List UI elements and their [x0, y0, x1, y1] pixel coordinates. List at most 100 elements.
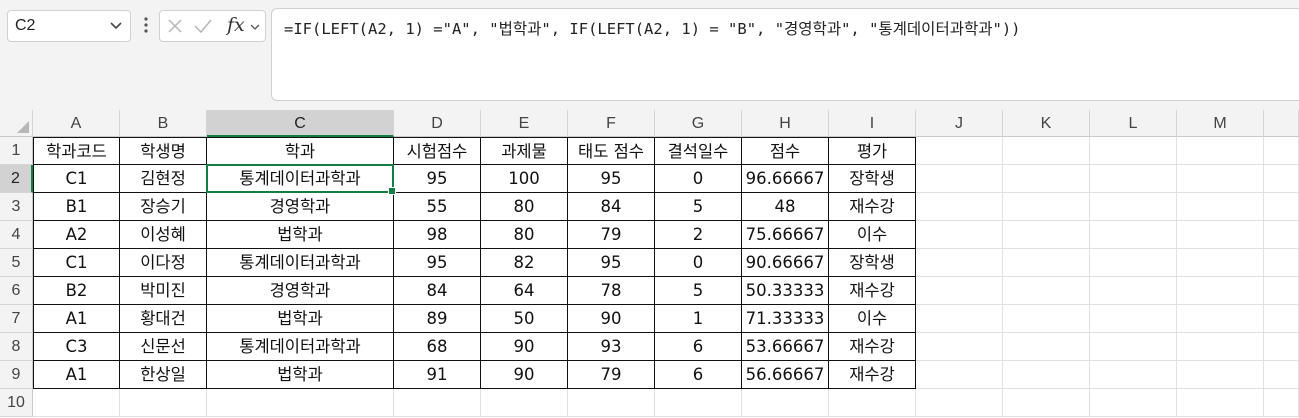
formula-input[interactable]: =IF(LEFT(A2, 1) ="A", "법학과", IF(LEFT(A2,…	[271, 8, 1299, 101]
column-header-F[interactable]: F	[568, 110, 655, 137]
cell-L8[interactable]	[1090, 333, 1177, 361]
table-header-cell[interactable]: 학과	[207, 137, 394, 165]
cell-F3[interactable]: 84	[568, 193, 655, 221]
cell-E6[interactable]: 64	[481, 277, 568, 305]
cell-A7[interactable]: A1	[33, 305, 120, 333]
cell-D6[interactable]: 84	[394, 277, 481, 305]
cell-E7[interactable]: 50	[481, 305, 568, 333]
cell-I2[interactable]: 장학생	[829, 165, 916, 193]
cell-I5[interactable]: 장학생	[829, 249, 916, 277]
cell-L3[interactable]	[1090, 193, 1177, 221]
column-header-D[interactable]: D	[394, 110, 481, 137]
cell-A2[interactable]: C1	[33, 165, 120, 193]
cell-G5[interactable]: 0	[655, 249, 742, 277]
cell-I9[interactable]: 재수강	[829, 361, 916, 389]
cell-J1[interactable]	[916, 137, 1003, 165]
row-header-9[interactable]: 9	[0, 361, 33, 389]
cell-J3[interactable]	[916, 193, 1003, 221]
cancel-icon[interactable]	[166, 17, 184, 35]
row-header-4[interactable]: 4	[0, 221, 33, 249]
cell-N10[interactable]	[1264, 389, 1299, 417]
cell-G6[interactable]: 5	[655, 277, 742, 305]
cell-D8[interactable]: 68	[394, 333, 481, 361]
cell-K10[interactable]	[1003, 389, 1090, 417]
cell-D2[interactable]: 95	[394, 165, 481, 193]
cell-E10[interactable]	[481, 389, 568, 417]
row-header-1[interactable]: 1	[0, 137, 33, 165]
cell-J9[interactable]	[916, 361, 1003, 389]
column-header-M[interactable]: M	[1177, 110, 1264, 137]
cell-N9[interactable]	[1264, 361, 1299, 389]
cell-I8[interactable]: 재수강	[829, 333, 916, 361]
cell-L4[interactable]	[1090, 221, 1177, 249]
cell-K6[interactable]	[1003, 277, 1090, 305]
cell-M10[interactable]	[1177, 389, 1264, 417]
cell-J5[interactable]	[916, 249, 1003, 277]
cell-E9[interactable]: 90	[481, 361, 568, 389]
cell-M1[interactable]	[1177, 137, 1264, 165]
cell-I10[interactable]	[829, 389, 916, 417]
cell-M4[interactable]	[1177, 221, 1264, 249]
row-header-10[interactable]: 10	[0, 389, 33, 417]
cell-A5[interactable]: C1	[33, 249, 120, 277]
cell-I4[interactable]: 이수	[829, 221, 916, 249]
cell-K8[interactable]	[1003, 333, 1090, 361]
cell-N3[interactable]	[1264, 193, 1299, 221]
cell-G10[interactable]	[655, 389, 742, 417]
cell-E3[interactable]: 80	[481, 193, 568, 221]
cell-A8[interactable]: C3	[33, 333, 120, 361]
cell-L2[interactable]	[1090, 165, 1177, 193]
row-header-3[interactable]: 3	[0, 193, 33, 221]
table-header-cell[interactable]: 학과코드	[33, 137, 120, 165]
cell-K4[interactable]	[1003, 221, 1090, 249]
cell-B6[interactable]: 박미진	[120, 277, 207, 305]
cell-K9[interactable]	[1003, 361, 1090, 389]
cell-G4[interactable]: 2	[655, 221, 742, 249]
table-header-cell[interactable]: 과제물	[481, 137, 568, 165]
table-header-cell[interactable]: 태도 점수	[568, 137, 655, 165]
cell-F10[interactable]	[568, 389, 655, 417]
cell-N4[interactable]	[1264, 221, 1299, 249]
table-header-cell[interactable]: 평가	[829, 137, 916, 165]
cell-L9[interactable]	[1090, 361, 1177, 389]
cell-N7[interactable]	[1264, 305, 1299, 333]
cell-N8[interactable]	[1264, 333, 1299, 361]
column-header-E[interactable]: E	[481, 110, 568, 137]
table-header-cell[interactable]: 결석일수	[655, 137, 742, 165]
cell-H4[interactable]: 75.66667	[742, 221, 829, 249]
cell-J10[interactable]	[916, 389, 1003, 417]
cell-B10[interactable]	[120, 389, 207, 417]
row-header-5[interactable]: 5	[0, 249, 33, 277]
cell-F6[interactable]: 78	[568, 277, 655, 305]
cell-E2[interactable]: 100	[481, 165, 568, 193]
column-header-K[interactable]: K	[1003, 110, 1090, 137]
select-all-button[interactable]	[0, 110, 33, 137]
cell-N6[interactable]	[1264, 277, 1299, 305]
cell-H3[interactable]: 48	[742, 193, 829, 221]
cell-M9[interactable]	[1177, 361, 1264, 389]
cell-K7[interactable]	[1003, 305, 1090, 333]
cell-C10[interactable]	[207, 389, 394, 417]
cell-M5[interactable]	[1177, 249, 1264, 277]
more-options-icon[interactable]	[142, 14, 150, 36]
table-header-cell[interactable]: 점수	[742, 137, 829, 165]
cell-L7[interactable]	[1090, 305, 1177, 333]
cell-H6[interactable]: 50.33333	[742, 277, 829, 305]
cell-K2[interactable]	[1003, 165, 1090, 193]
cell-G8[interactable]: 6	[655, 333, 742, 361]
cell-D9[interactable]: 91	[394, 361, 481, 389]
insert-function-button[interactable]: fx	[227, 14, 245, 36]
cell-J8[interactable]	[916, 333, 1003, 361]
cell-A10[interactable]	[33, 389, 120, 417]
cell-A3[interactable]: B1	[33, 193, 120, 221]
cell-L6[interactable]	[1090, 277, 1177, 305]
cell-G7[interactable]: 1	[655, 305, 742, 333]
table-header-cell[interactable]: 학생명	[120, 137, 207, 165]
cell-B7[interactable]: 황대건	[120, 305, 207, 333]
cell-A6[interactable]: B2	[33, 277, 120, 305]
chevron-down-icon[interactable]	[108, 17, 124, 33]
cell-K3[interactable]	[1003, 193, 1090, 221]
cell-B2[interactable]: 김현정	[120, 165, 207, 193]
cell-C7[interactable]: 법학과	[207, 305, 394, 333]
cell-A4[interactable]: A2	[33, 221, 120, 249]
